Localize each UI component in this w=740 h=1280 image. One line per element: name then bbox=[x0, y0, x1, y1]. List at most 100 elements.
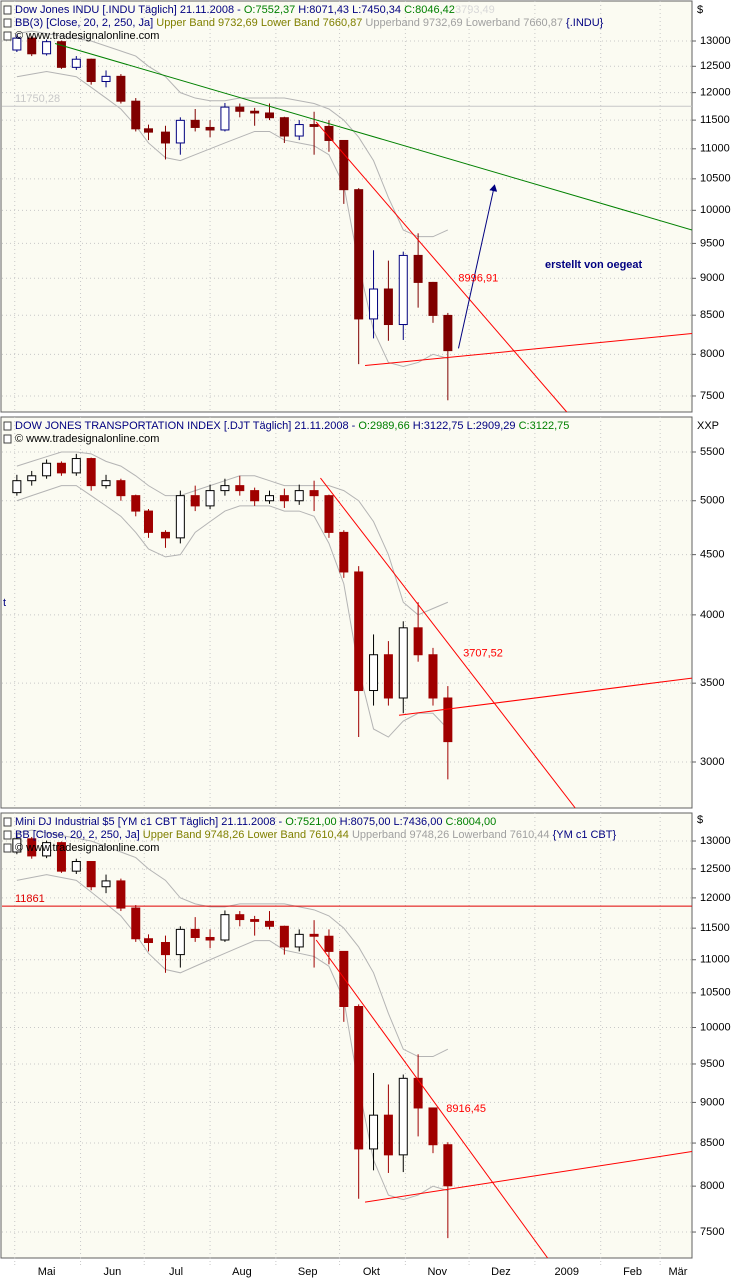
plot-area bbox=[2, 1, 692, 412]
candle-body bbox=[27, 475, 37, 482]
plot-area bbox=[2, 813, 692, 1258]
candle-body bbox=[428, 654, 438, 699]
candle-body bbox=[235, 485, 245, 492]
y-tick-label: 3500 bbox=[700, 677, 724, 689]
trendline-label: 8916,45 bbox=[446, 1103, 486, 1115]
trendline-label: 8996,91 bbox=[458, 272, 498, 284]
candle-body bbox=[354, 1005, 364, 1150]
horizontal-line-label: 11861 bbox=[15, 893, 45, 905]
panel-header: BB(3) [Close, 20, 2, 250, Ja] Upper Band… bbox=[15, 17, 604, 29]
candle-body bbox=[175, 928, 185, 956]
candle-body bbox=[339, 950, 349, 1007]
x-tick-label: Dez bbox=[491, 1266, 511, 1278]
candle-body bbox=[27, 37, 37, 55]
candle-body bbox=[175, 119, 185, 144]
header-text: C:3122,75 bbox=[519, 420, 570, 432]
candle-body bbox=[369, 654, 379, 692]
candle-body bbox=[190, 928, 200, 938]
candle-body bbox=[190, 119, 200, 128]
bollinger-band bbox=[16, 829, 449, 1058]
y-tick-label: 8000 bbox=[700, 348, 724, 360]
y-tick-label: 13000 bbox=[700, 35, 731, 47]
panel-header: © www.tradesignalonline.com bbox=[15, 30, 159, 42]
candle-body bbox=[71, 458, 81, 474]
bollinger-band bbox=[16, 70, 448, 368]
candle-body bbox=[369, 288, 379, 320]
annotation: 3793,49 bbox=[455, 4, 495, 16]
y-tick-label: 12500 bbox=[700, 863, 731, 875]
x-tick-label: Mär bbox=[669, 1266, 688, 1278]
candle-body bbox=[160, 131, 170, 144]
candle-body bbox=[294, 490, 304, 502]
y-tick-label: 10000 bbox=[700, 204, 731, 216]
candle-body bbox=[428, 281, 438, 316]
candle-body bbox=[443, 314, 453, 352]
candle-body bbox=[86, 861, 96, 888]
candle-body bbox=[131, 907, 141, 940]
arrow bbox=[457, 184, 498, 349]
candle-body bbox=[116, 480, 126, 497]
candle-body bbox=[339, 139, 349, 191]
header-text: Dow Jones INDU [.INDU Täglich] 21.11.200… bbox=[15, 4, 244, 16]
panel-header: Dow Jones INDU [.INDU Täglich] 21.11.200… bbox=[15, 4, 455, 16]
x-tick-label: Jun bbox=[104, 1266, 122, 1278]
y-tick-label: 11500 bbox=[700, 922, 730, 934]
panel-icon bbox=[3, 18, 12, 28]
candle-body bbox=[279, 495, 289, 502]
header-text: Mini DJ Industrial $5 [YM c1 CBT Täglich… bbox=[15, 816, 285, 828]
candle-body bbox=[413, 627, 423, 656]
candle-body bbox=[354, 571, 364, 692]
panel-background bbox=[0, 812, 693, 1259]
x-tick-label: Okt bbox=[363, 1266, 380, 1278]
trendline bbox=[398, 677, 692, 716]
axis-unit: $ bbox=[697, 814, 703, 826]
candle-body bbox=[205, 490, 215, 507]
candle-body bbox=[160, 531, 170, 539]
header-text: Upper Band 9748,26 Lower Band 7610,44 bbox=[143, 829, 349, 841]
candle-body bbox=[279, 117, 289, 137]
panel-icon bbox=[3, 5, 12, 15]
panel-header: © www.tradesignalonline.com bbox=[15, 842, 159, 854]
y-tick-label: 12000 bbox=[700, 87, 731, 99]
panel-icon bbox=[3, 817, 12, 827]
y-tick-label: 10500 bbox=[700, 987, 731, 999]
candle-body bbox=[369, 1114, 379, 1150]
candle-body bbox=[56, 842, 66, 872]
candle-body bbox=[101, 880, 111, 888]
header-text: O:7521,00 bbox=[285, 816, 336, 828]
y-tick-label: 7500 bbox=[700, 1226, 724, 1238]
y-tick-label: 9500 bbox=[700, 237, 724, 249]
candle-body bbox=[220, 485, 230, 492]
header-text: {.INDU} bbox=[563, 17, 604, 29]
candle-body bbox=[220, 914, 230, 941]
candle-body bbox=[101, 480, 111, 487]
y-tick-label: 5000 bbox=[700, 495, 724, 507]
candle-body bbox=[354, 189, 364, 320]
candle-body bbox=[324, 495, 334, 533]
candle-body bbox=[383, 1114, 393, 1156]
y-tick-label: 12500 bbox=[700, 60, 731, 72]
header-text: O:2989,66 bbox=[358, 420, 409, 432]
panel: 3000 3500 4000 4500 5000 5500 XXP 3707,52 DOW JO… bbox=[0, 416, 724, 809]
header-text: Upperband 9732,69 Lowerband 7660,87 bbox=[362, 17, 563, 29]
x-tick-label: Feb bbox=[623, 1266, 642, 1278]
y-tick-label: 7500 bbox=[700, 390, 724, 402]
candle-body bbox=[12, 37, 22, 51]
candle-body bbox=[143, 938, 153, 944]
candle-body bbox=[265, 112, 275, 119]
panel: 7500 8000 8500 9000 9500 10000 10500 11000 11500… bbox=[0, 812, 731, 1259]
header-text: BB [Close, 20, 2, 250, Ja] bbox=[15, 829, 143, 841]
candle-body bbox=[131, 100, 141, 130]
y-tick-label: 3000 bbox=[700, 756, 724, 768]
panel: 7500 8000 8500 9000 9500 10000 10500 11000 11500… bbox=[0, 0, 731, 413]
axis-unit: XXP bbox=[697, 420, 719, 432]
candle-body bbox=[413, 1077, 423, 1109]
header-text: H:8075,00 L:7436,00 bbox=[337, 816, 446, 828]
trendline bbox=[364, 333, 692, 367]
y-tick-label: 11000 bbox=[700, 143, 730, 155]
candle-body bbox=[220, 106, 230, 131]
candle-body bbox=[279, 925, 289, 948]
x-tick-label: 2009 bbox=[554, 1266, 578, 1278]
bollinger-band bbox=[16, 485, 449, 738]
y-tick-label: 5500 bbox=[700, 446, 724, 458]
